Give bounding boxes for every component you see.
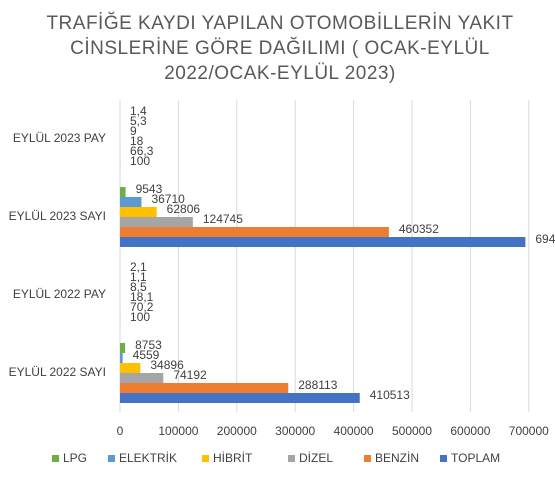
bar xyxy=(120,187,126,197)
y-tick-label: EYLÜL 2023 SAYI xyxy=(9,209,106,223)
x-tick-label: 400000 xyxy=(334,424,374,438)
legend-label: BENZİN xyxy=(375,451,419,465)
data-label: 74192 xyxy=(173,368,207,382)
data-label: 8753 xyxy=(135,338,162,352)
data-label: 124745 xyxy=(203,212,243,226)
data-label: 100 xyxy=(130,154,150,168)
data-label: 5,3 xyxy=(130,114,147,128)
y-tick-label: EYLÜL 2023 PAY xyxy=(13,131,106,145)
data-label: 694156 xyxy=(535,232,555,246)
data-label: 70,2 xyxy=(130,300,154,314)
legend-label: TOPLAM xyxy=(451,451,500,465)
data-label: 9 xyxy=(130,124,137,138)
data-label: 18 xyxy=(130,134,144,148)
data-label: 8,5 xyxy=(130,280,147,294)
data-label: 410513 xyxy=(370,388,410,402)
legend-swatch xyxy=(52,455,59,462)
legend-swatch xyxy=(108,455,115,462)
data-label: 4559 xyxy=(133,348,160,362)
bar xyxy=(120,207,157,217)
x-tick-label: 0 xyxy=(117,424,124,438)
x-tick-label: 500000 xyxy=(392,424,432,438)
bar xyxy=(120,197,142,207)
x-tick-label: 100000 xyxy=(158,424,198,438)
y-tick-label: EYLÜL 2022 SAYI xyxy=(9,365,106,379)
legend-swatch xyxy=(288,455,295,462)
bar xyxy=(120,227,389,237)
x-tick-label: 600000 xyxy=(450,424,490,438)
legend-label: DİZEL xyxy=(299,451,333,465)
data-label: 2,1 xyxy=(130,260,147,274)
bar xyxy=(120,363,141,373)
x-tick-label: 700000 xyxy=(509,424,549,438)
y-tick-label: EYLÜL 2022 PAY xyxy=(13,287,106,301)
x-tick-label: 300000 xyxy=(275,424,315,438)
bar xyxy=(120,343,126,353)
chart-title: 2022/OCAK-EYLÜL 2023) xyxy=(164,63,396,84)
data-label: 36710 xyxy=(151,192,185,206)
legend-swatch xyxy=(440,455,447,462)
bar xyxy=(120,353,123,363)
bar xyxy=(120,237,526,247)
data-label: 18,1 xyxy=(130,290,154,304)
legend-label: LPG xyxy=(63,451,87,465)
data-label: 62806 xyxy=(167,202,201,216)
data-label: 34896 xyxy=(150,358,184,372)
bar xyxy=(120,373,164,383)
data-label: 288113 xyxy=(298,378,337,392)
bar xyxy=(120,217,193,227)
legend-swatch xyxy=(364,455,371,462)
bar xyxy=(120,383,289,393)
data-label: 1,4 xyxy=(130,104,147,118)
data-label: 66,3 xyxy=(130,144,154,158)
data-label: 460352 xyxy=(399,222,439,236)
data-label: 1,1 xyxy=(130,270,147,284)
legend-swatch xyxy=(202,455,209,462)
legend-label: HİBRİT xyxy=(213,451,253,465)
data-label: 9543 xyxy=(136,182,163,196)
data-label: 100 xyxy=(130,310,150,324)
bar xyxy=(120,393,360,403)
legend-label: ELEKTRİK xyxy=(119,451,177,465)
x-tick-label: 200000 xyxy=(217,424,257,438)
chart-title: CİNSLERİNE GÖRE DAĞILIMI ( OCAK-EYLÜL xyxy=(70,37,490,59)
chart-title: TRAFİĞE KAYDI YAPILAN OTOMOBİLLERİN YAKI… xyxy=(46,12,513,34)
